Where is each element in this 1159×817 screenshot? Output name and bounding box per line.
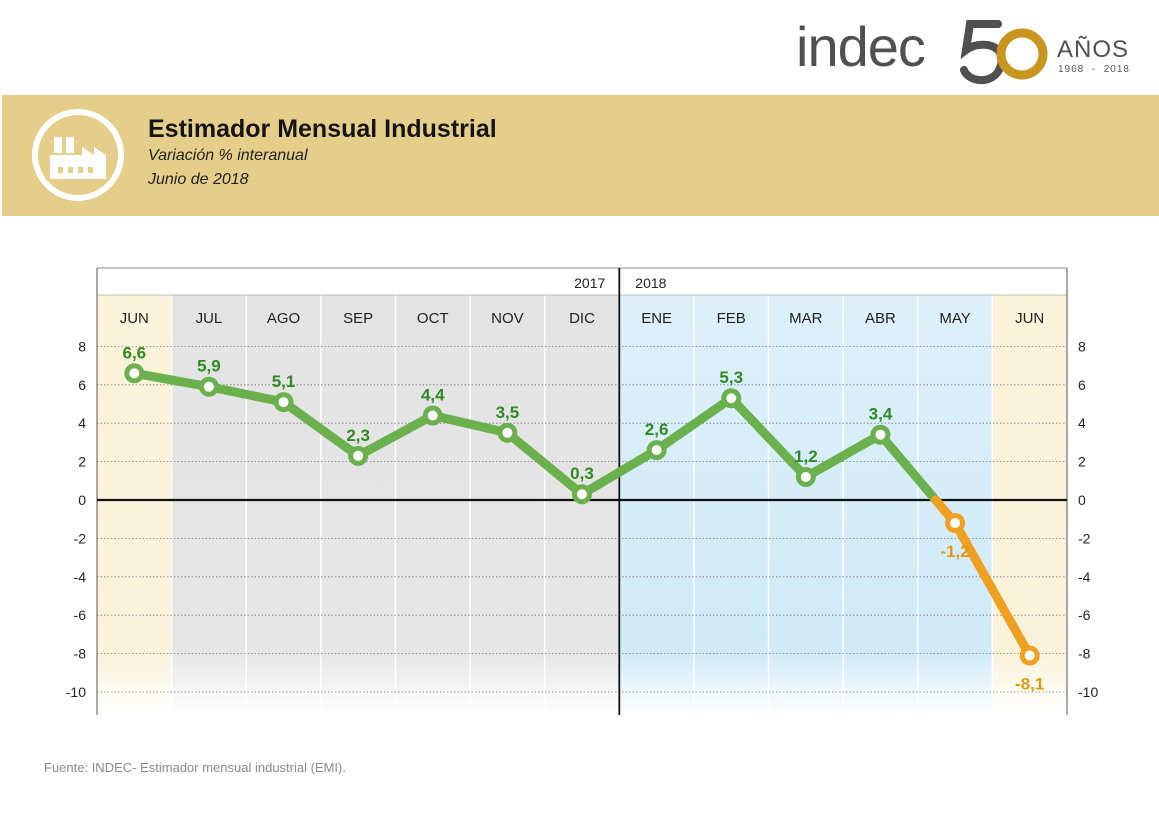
data-point-center xyxy=(278,397,289,408)
y-tick-label-right: -8 xyxy=(1078,646,1091,662)
data-point-center xyxy=(502,427,513,438)
data-point-center xyxy=(129,368,140,379)
year-label-2017: 2017 xyxy=(574,275,605,291)
data-label: 6,6 xyxy=(122,343,146,362)
y-tick-label-right: 8 xyxy=(1078,338,1086,354)
month-label: NOV xyxy=(491,310,524,327)
series-segment xyxy=(726,393,811,482)
series-segment xyxy=(652,393,736,455)
series-segment xyxy=(875,430,941,505)
data-point-center xyxy=(427,410,438,421)
data-label: 0,3 xyxy=(570,464,594,483)
month-label: SEP xyxy=(343,310,373,327)
y-tick-label-left: -8 xyxy=(74,646,87,662)
month-label: MAY xyxy=(939,310,970,327)
month-band xyxy=(843,295,918,715)
data-point-center xyxy=(800,471,811,482)
factory-icon xyxy=(32,109,124,201)
y-tick-label-right: 0 xyxy=(1078,492,1086,508)
month-label: ABR xyxy=(865,310,896,327)
data-label: 3,5 xyxy=(496,403,520,422)
data-point-center xyxy=(203,381,214,392)
y-tick-label-right: 6 xyxy=(1078,377,1086,393)
month-label: ENE xyxy=(641,310,672,327)
indec-logo: indec AÑOS 1968 - 2018 xyxy=(790,15,1130,86)
month-band xyxy=(619,295,694,715)
data-label: -8,1 xyxy=(1015,675,1044,694)
data-point-center xyxy=(577,489,587,500)
month-label: FEB xyxy=(717,310,746,327)
series-segment xyxy=(801,430,885,482)
month-label: MAR xyxy=(789,310,823,327)
page-date: Junio de 2018 xyxy=(148,171,249,188)
series-segment xyxy=(129,368,214,392)
y-tick-label-left: 0 xyxy=(78,492,86,508)
data-label: 2,6 xyxy=(645,420,669,439)
month-band xyxy=(395,295,471,715)
anniversary-years: 1968 - 2018 xyxy=(1058,64,1130,75)
data-label: 4,4 xyxy=(421,386,445,405)
page-subtitle: Variación % interanual xyxy=(148,147,308,164)
data-label: 1,2 xyxy=(794,447,818,466)
month-label: DIC xyxy=(569,310,595,327)
data-label: 3,4 xyxy=(869,405,893,424)
y-tick-label-left: -10 xyxy=(66,684,86,700)
month-band xyxy=(693,295,769,715)
y-tick-label-right: -2 xyxy=(1078,530,1091,546)
month-label: JUN xyxy=(1015,310,1044,327)
anniversary-label: AÑOS xyxy=(1057,36,1130,63)
month-band xyxy=(246,295,321,715)
month-label: JUN xyxy=(120,310,149,327)
data-point-center xyxy=(651,445,662,456)
data-point-center xyxy=(1024,650,1035,661)
logo-wordmark: indec xyxy=(796,15,926,78)
month-band xyxy=(320,295,396,715)
page-title: Estimador Mensual Industrial xyxy=(148,115,497,143)
year-label-2018: 2018 xyxy=(635,275,666,291)
y-tick-label-right: -6 xyxy=(1078,607,1091,623)
series-segment xyxy=(204,382,289,407)
header-banner: Estimador Mensual Industrial Variación %… xyxy=(2,95,1159,216)
data-label: 5,9 xyxy=(197,357,221,376)
month-label: JUL xyxy=(196,310,223,327)
data-label: 5,3 xyxy=(719,368,743,387)
y-tick-label-left: -6 xyxy=(74,607,87,623)
y-tick-label-left: 4 xyxy=(78,415,86,431)
month-band xyxy=(470,295,545,715)
data-point-center xyxy=(950,518,961,529)
data-label: 2,3 xyxy=(346,426,370,445)
y-tick-label-right: -10 xyxy=(1078,684,1098,700)
y-tick-label-left: 6 xyxy=(78,377,86,393)
series-segment xyxy=(502,428,587,499)
data-label: -1,2 xyxy=(940,542,969,561)
y-tick-label-left: -2 xyxy=(74,530,87,546)
data-label: 5,1 xyxy=(272,372,296,391)
y-tick-label-left: 8 xyxy=(78,338,86,354)
y-tick-label-right: -4 xyxy=(1078,569,1091,585)
y-tick-label-left: 2 xyxy=(78,454,86,470)
series-segment xyxy=(279,397,363,461)
series-segment xyxy=(353,411,438,461)
data-point-center xyxy=(875,429,886,440)
anniversary-50-mark xyxy=(960,20,1048,85)
month-band xyxy=(768,295,844,715)
data-point-center xyxy=(353,450,364,461)
month-label: OCT xyxy=(417,310,449,327)
y-tick-label-left: -4 xyxy=(74,569,87,585)
month-label: AGO xyxy=(267,310,300,327)
data-point-center xyxy=(726,393,737,404)
y-tick-label-right: 4 xyxy=(1078,415,1086,431)
month-band xyxy=(992,295,1067,715)
month-band xyxy=(171,295,247,715)
month-band xyxy=(544,295,620,715)
source-note: Fuente: INDEC- Estimador mensual industr… xyxy=(44,760,346,775)
series-segment xyxy=(577,445,662,499)
series-segment xyxy=(950,518,1035,661)
month-band xyxy=(917,295,993,715)
series-segment xyxy=(428,411,512,438)
y-tick-label-right: 2 xyxy=(1078,454,1086,470)
line-chart: 2017 2018 JUN JUL AGO SEP OCT NOV DIC ENE FEB MAR AB… xyxy=(66,267,1098,715)
